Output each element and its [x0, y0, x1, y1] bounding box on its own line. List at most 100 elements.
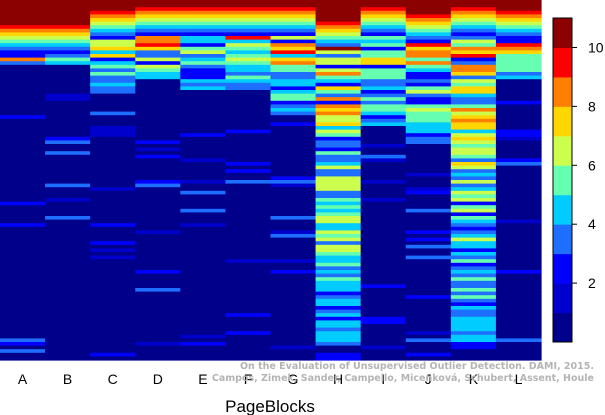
heatmap-cell	[360, 302, 407, 307]
heatmap-cell	[45, 90, 91, 95]
heatmap-cell	[135, 349, 181, 354]
heatmap-cell	[90, 216, 136, 221]
heatmap-cell	[450, 104, 497, 109]
heatmap-cell	[405, 3, 452, 8]
colorbar-segment	[553, 106, 572, 137]
heatmap-cell	[315, 205, 362, 210]
heatmap-cell	[45, 100, 91, 105]
heatmap-cell	[270, 176, 317, 181]
heatmap-cell	[45, 316, 91, 321]
heatmap-cell	[135, 21, 181, 26]
heatmap-cell	[135, 115, 181, 120]
heatmap-cell	[450, 43, 497, 48]
heatmap-cell	[90, 118, 136, 123]
heatmap-cell	[270, 115, 317, 120]
heatmap-cell	[405, 122, 452, 127]
heatmap-cell	[90, 313, 136, 318]
heatmap-cell	[90, 72, 136, 77]
colorbar	[552, 17, 573, 343]
heatmap-cell	[90, 39, 136, 44]
heatmap-cell	[270, 14, 317, 19]
heatmap-cell	[450, 82, 497, 87]
heatmap-cell	[45, 136, 91, 141]
heatmap-cell	[180, 284, 227, 289]
heatmap-cell	[45, 349, 91, 354]
heatmap-cell	[450, 79, 497, 84]
heatmap-cell	[270, 93, 317, 98]
heatmap-cell	[90, 244, 136, 249]
heatmap-cell	[315, 244, 362, 249]
heatmap-cell	[315, 208, 362, 213]
heatmap-cell	[315, 180, 362, 185]
heatmap-cell	[360, 172, 407, 177]
heatmap-cell	[45, 158, 91, 163]
heatmap-cell	[180, 277, 227, 282]
heatmap-cell	[450, 158, 497, 163]
heatmap-cell	[405, 255, 452, 260]
heatmap-cell	[90, 21, 136, 26]
heatmap-cell	[495, 93, 542, 98]
heatmap-cell	[450, 97, 497, 102]
heatmap-cell	[180, 180, 227, 185]
heatmap-cell	[135, 266, 181, 271]
heatmap-cell	[225, 230, 272, 235]
heatmap-cell	[0, 136, 46, 141]
heatmap-cell	[315, 338, 362, 343]
heatmap-cell	[135, 338, 181, 343]
heatmap-cell	[270, 331, 317, 336]
heatmap-cell	[315, 259, 362, 264]
heatmap-cell	[405, 57, 452, 62]
heatmap-cell	[495, 327, 542, 332]
heatmap-cell	[495, 82, 542, 87]
heatmap-cell	[0, 266, 46, 271]
heatmap-cell	[90, 100, 136, 105]
heatmap-cell	[90, 291, 136, 296]
heatmap-cell	[45, 295, 91, 300]
heatmap-cell	[450, 169, 497, 174]
heatmap-cell	[360, 198, 407, 203]
heatmap-cell	[405, 32, 452, 37]
heatmap-cell	[0, 262, 46, 267]
heatmap-cell	[315, 226, 362, 231]
heatmap-cell	[495, 3, 542, 8]
heatmap-cell	[180, 313, 227, 318]
heatmap-cell	[495, 259, 542, 264]
heatmap-cell	[270, 334, 317, 339]
heatmap-cell	[180, 201, 227, 206]
heatmap-cell	[315, 28, 362, 33]
heatmap-cell	[405, 111, 452, 116]
heatmap-cell	[360, 306, 407, 311]
heatmap-cell	[405, 244, 452, 249]
heatmap-cell	[495, 104, 542, 109]
heatmap-cell	[180, 136, 227, 141]
heatmap-cell	[495, 180, 542, 185]
heatmap-cell	[0, 302, 46, 307]
heatmap-cell	[90, 223, 136, 228]
heatmap-cell	[315, 345, 362, 350]
heatmap-cell	[360, 342, 407, 347]
heatmap-cell	[360, 205, 407, 210]
heatmap-cell	[495, 248, 542, 253]
heatmap-cell	[360, 115, 407, 120]
heatmap-cell	[405, 270, 452, 275]
heatmap-cell	[405, 187, 452, 192]
heatmap-cell	[0, 180, 46, 185]
heatmap-cell	[495, 205, 542, 210]
heatmap-cell	[495, 169, 542, 174]
heatmap-cell	[45, 82, 91, 87]
heatmap-cell	[45, 50, 91, 55]
heatmap-cell	[225, 270, 272, 275]
heatmap-cell	[495, 36, 542, 41]
heatmap-cell	[360, 36, 407, 41]
heatmap-cell	[45, 97, 91, 102]
heatmap-cell	[135, 302, 181, 307]
heatmap-cell	[495, 208, 542, 213]
colorbar-segment	[553, 47, 572, 78]
heatmap-cell	[225, 288, 272, 293]
heatmap-cell	[450, 108, 497, 113]
heatmap-cell	[495, 172, 542, 177]
heatmap-cell	[135, 234, 181, 239]
heatmap-cell	[405, 334, 452, 339]
heatmap-cell	[405, 169, 452, 174]
heatmap-cell	[495, 54, 542, 59]
